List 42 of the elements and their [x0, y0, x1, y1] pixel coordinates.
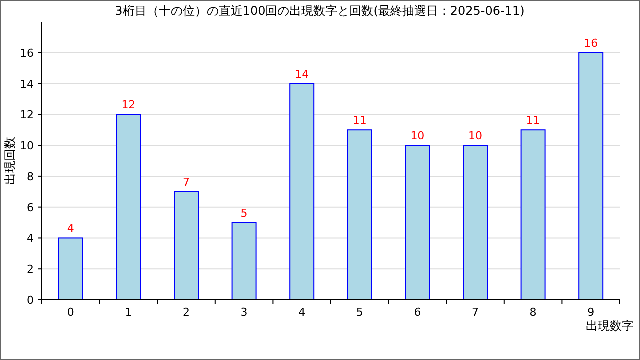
y-tick-label: 8 — [27, 170, 34, 184]
x-tick-label: 4 — [298, 306, 306, 319]
bar — [463, 145, 488, 300]
bar — [58, 238, 84, 300]
y-tick-label: 10 — [20, 140, 34, 153]
data-label: 12 — [122, 98, 136, 112]
data-label: 11 — [526, 114, 540, 128]
y-tick-label: 14 — [20, 78, 34, 91]
x-tick-label: 6 — [414, 306, 422, 319]
y-tick-label: 6 — [27, 201, 34, 214]
y-tick-label: 0 — [27, 294, 34, 307]
x-tick-label: 5 — [356, 306, 364, 319]
bar — [232, 222, 257, 300]
x-tick-label: 8 — [530, 306, 537, 319]
x-axis-title: 出現数字 — [586, 319, 634, 333]
data-label: 16 — [584, 36, 598, 50]
bar — [347, 130, 372, 300]
x-tick-label: 3 — [240, 306, 248, 319]
data-label: 5 — [240, 206, 248, 220]
y-tick-label: 4 — [27, 232, 34, 246]
bar — [578, 52, 604, 300]
data-label: 14 — [295, 68, 310, 81]
x-tick-label: 2 — [183, 306, 190, 319]
data-label: 10 — [410, 130, 425, 143]
data-label: 11 — [352, 114, 367, 128]
bar — [290, 83, 315, 300]
data-label: 7 — [183, 176, 190, 189]
bar — [174, 191, 199, 300]
data-label: 10 — [468, 130, 482, 143]
y-tick-label: 16 — [20, 46, 34, 60]
y-tick-label: 2 — [27, 263, 34, 276]
y-tick-label: 12 — [20, 108, 34, 122]
bar — [405, 145, 430, 300]
chart-title: 3桁目（十の位）の直近100回の出現数字と回数(最終抽選日：2025-06-11) — [115, 4, 525, 18]
bar — [520, 130, 546, 300]
data-label: 4 — [67, 222, 74, 236]
x-tick-label: 7 — [472, 306, 479, 319]
x-tick-label: 9 — [588, 306, 595, 319]
bar — [116, 114, 142, 300]
x-tick-label: 0 — [67, 306, 74, 319]
x-tick-label: 1 — [125, 306, 132, 319]
y-axis-title: 出現回数 — [3, 137, 17, 185]
